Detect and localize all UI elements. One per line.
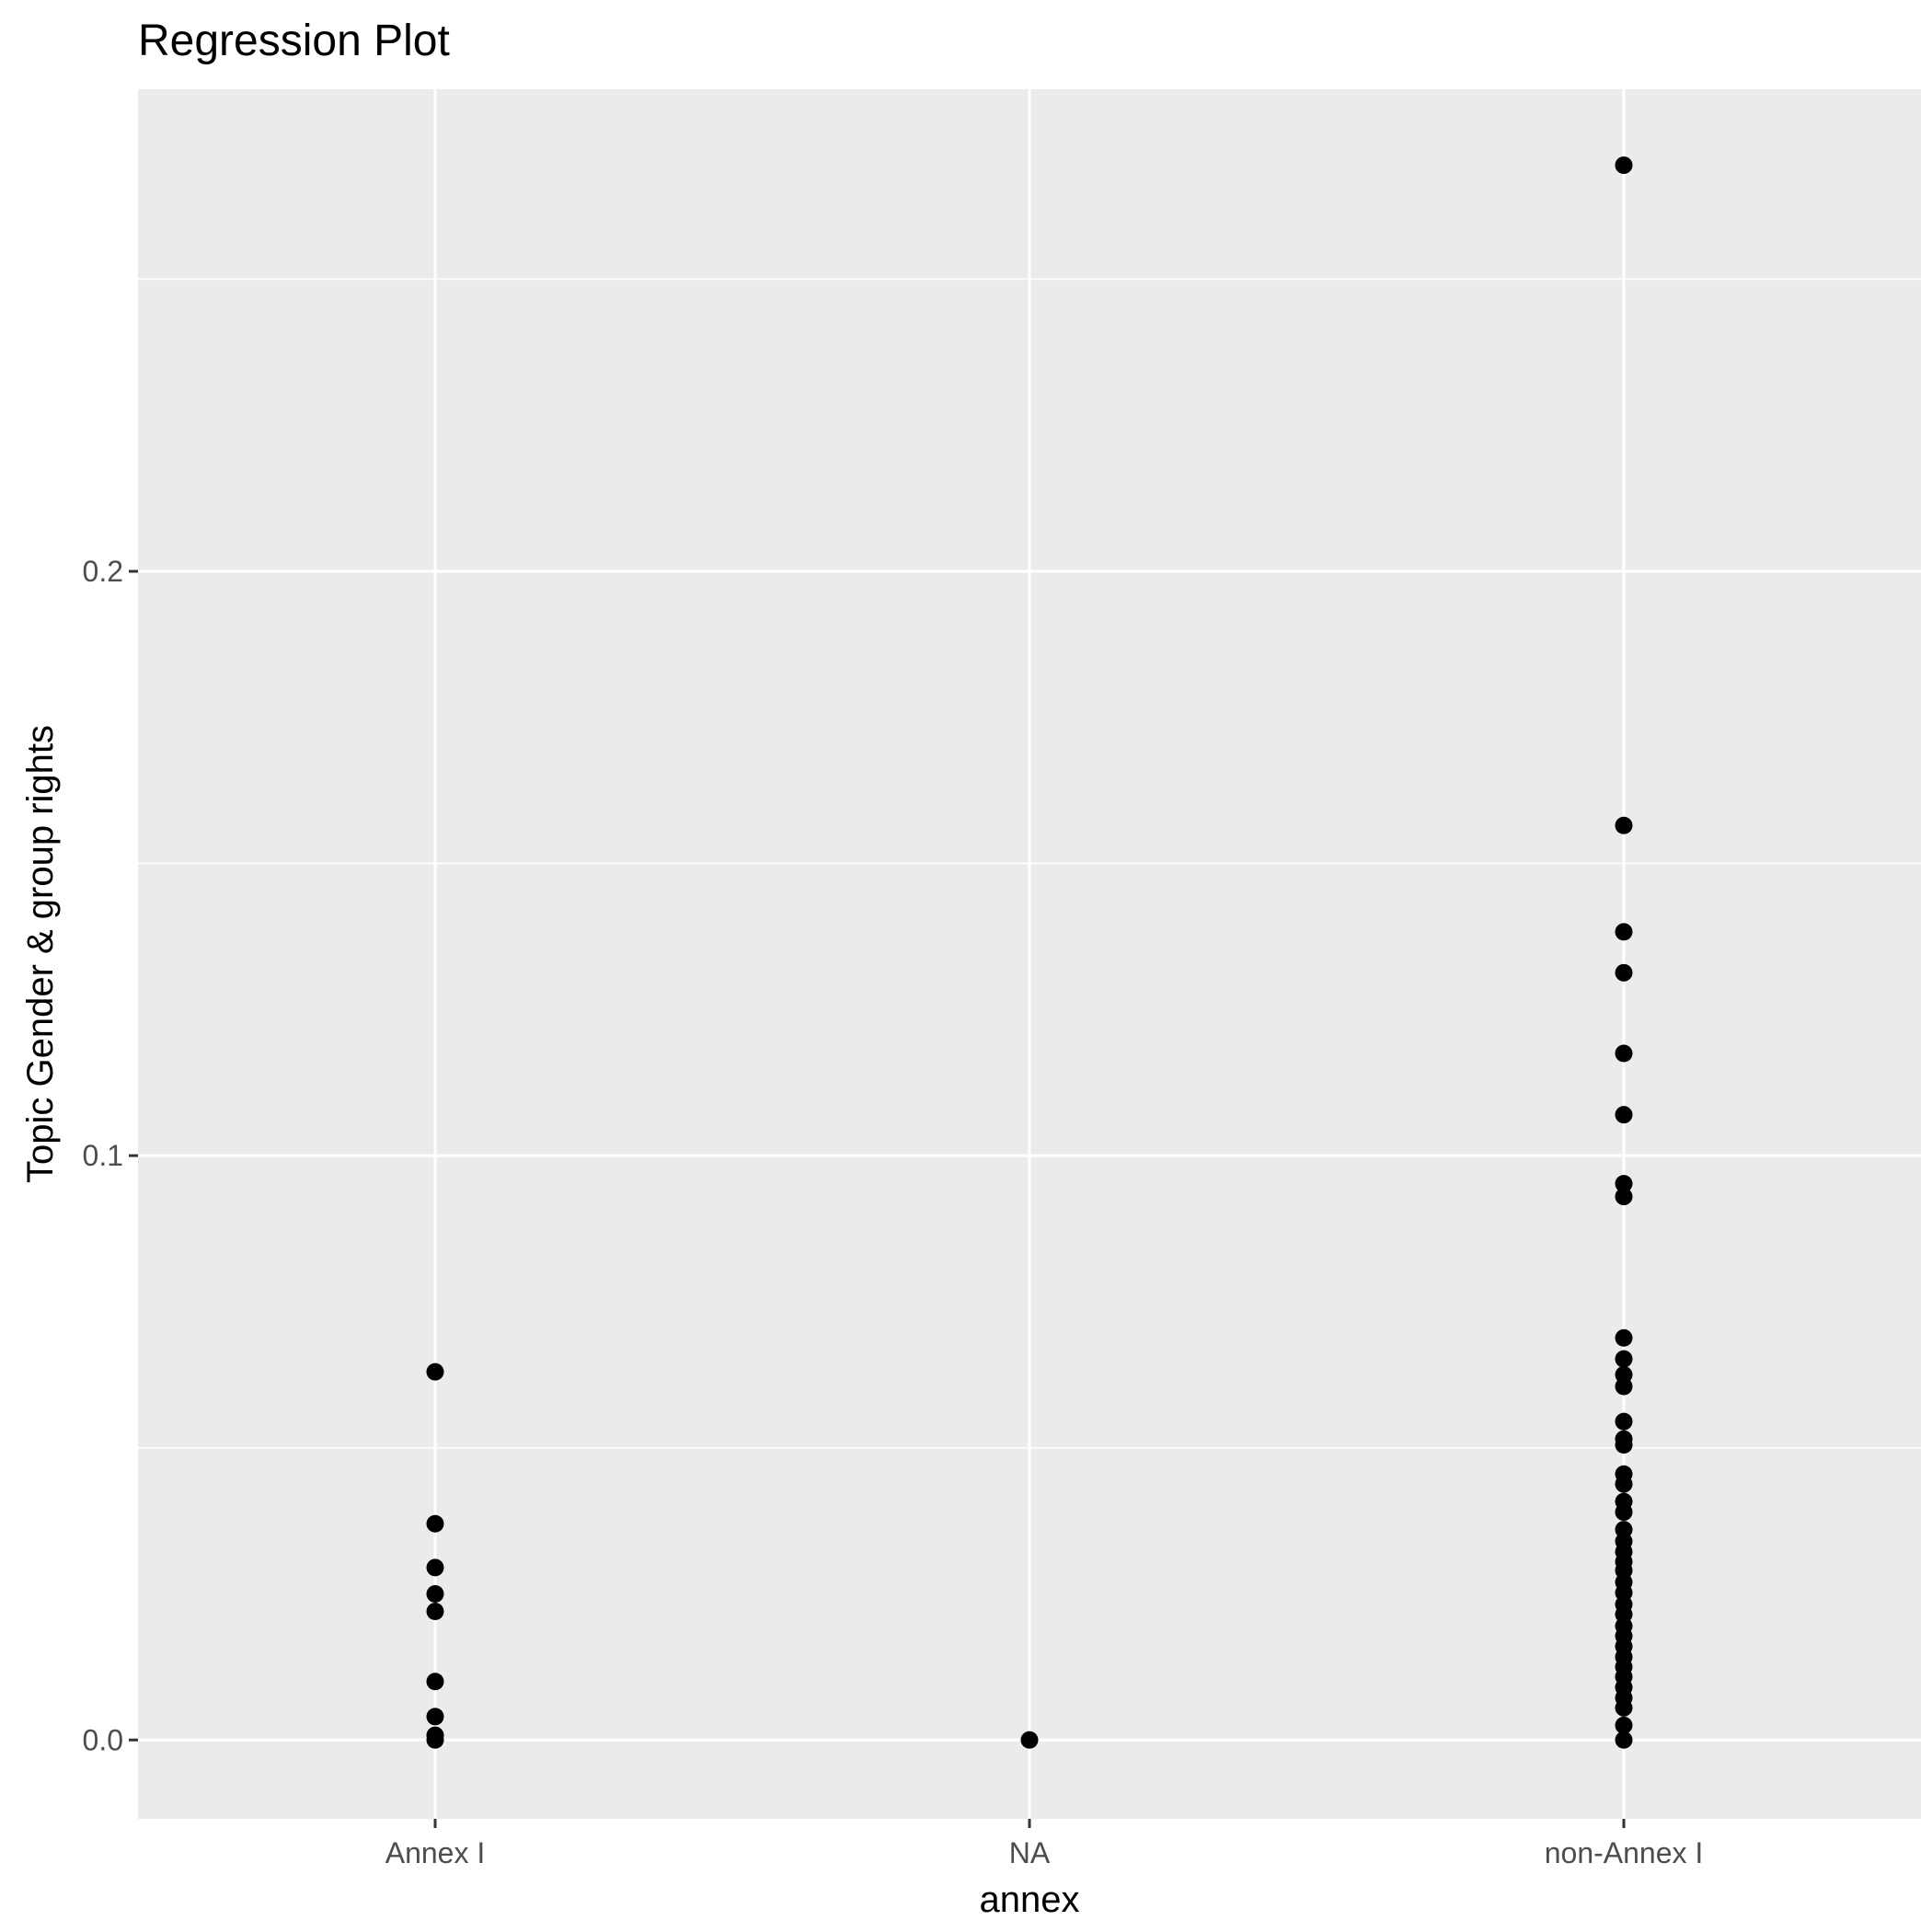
data-point: [1615, 156, 1633, 175]
data-point: [426, 1673, 444, 1691]
data-point: [1615, 1350, 1633, 1368]
data-point: [1615, 1044, 1633, 1063]
data-point: [426, 1584, 444, 1603]
x-tick-label: Annex I: [385, 1836, 486, 1869]
y-axis-title: Topic Gender & group rights: [20, 725, 61, 1183]
y-tick-label: 0.0: [83, 1723, 123, 1756]
y-tick-label: 0.2: [83, 555, 123, 588]
data-point: [1615, 963, 1633, 982]
data-point: [1615, 1716, 1633, 1734]
data-point: [1615, 1412, 1633, 1431]
data-point: [426, 1514, 444, 1533]
x-tick-label: non-Annex I: [1545, 1836, 1704, 1869]
data-point: [426, 1603, 444, 1621]
data-points: [426, 156, 1633, 1749]
data-point: [1615, 1106, 1633, 1124]
data-point: [426, 1708, 444, 1726]
data-point: [1615, 1698, 1633, 1717]
data-point: [1615, 923, 1633, 941]
data-point: [1615, 1188, 1633, 1206]
data-point: [1615, 1436, 1633, 1455]
x-axis-title: annex: [980, 1880, 1080, 1920]
y-tick-label: 0.1: [83, 1139, 123, 1172]
data-point: [1615, 1475, 1633, 1493]
data-point: [1615, 1328, 1633, 1347]
data-point: [1615, 1377, 1633, 1396]
chart-title: Regression Plot: [138, 17, 450, 65]
data-point: [426, 1363, 444, 1381]
data-point: [1615, 1731, 1633, 1749]
data-point: [1615, 1175, 1633, 1193]
data-point: [426, 1558, 444, 1577]
data-point: [1615, 816, 1633, 834]
axis-ticks: [129, 569, 1626, 1828]
data-point: [1615, 1503, 1633, 1522]
data-point: [426, 1731, 444, 1749]
x-tick-label: NA: [1009, 1836, 1051, 1869]
x-axis-tick-labels: Annex I NA non-Annex I: [385, 1836, 1704, 1869]
y-axis-tick-labels: 0.0 0.1 0.2: [83, 555, 123, 1756]
data-point: [1020, 1731, 1039, 1749]
